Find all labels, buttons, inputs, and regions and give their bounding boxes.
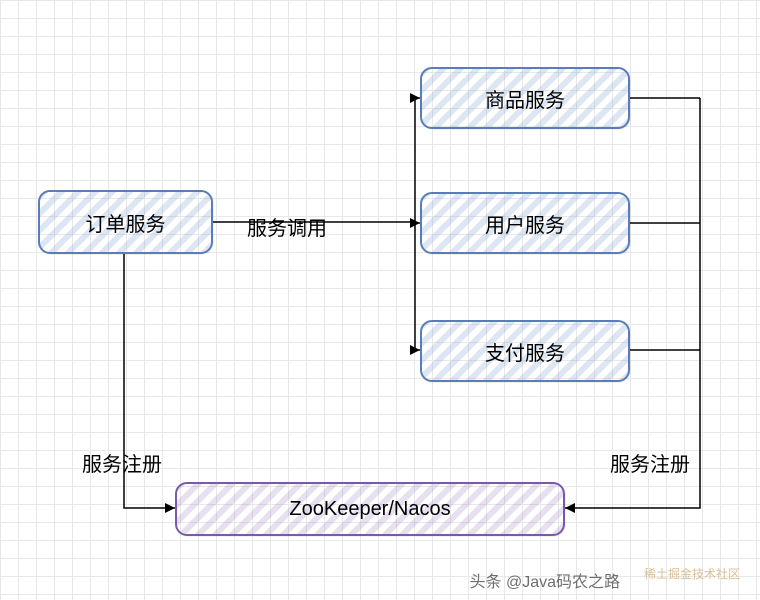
node-user: 用户服务	[420, 192, 630, 254]
node-pay: 支付服务	[420, 320, 630, 382]
watermark-main: 头条 @Java码农之路	[470, 568, 621, 592]
watermark-sub: 稀土掘金技术社区	[644, 565, 740, 582]
edge-label-0: 服务调用	[247, 212, 327, 241]
node-product: 商品服务	[420, 67, 630, 129]
edge-label-2: 服务注册	[610, 448, 690, 477]
node-order: 订单服务	[38, 190, 213, 254]
edge-label-1: 服务注册	[82, 448, 162, 477]
node-registry: ZooKeeper/Nacos	[175, 482, 565, 536]
